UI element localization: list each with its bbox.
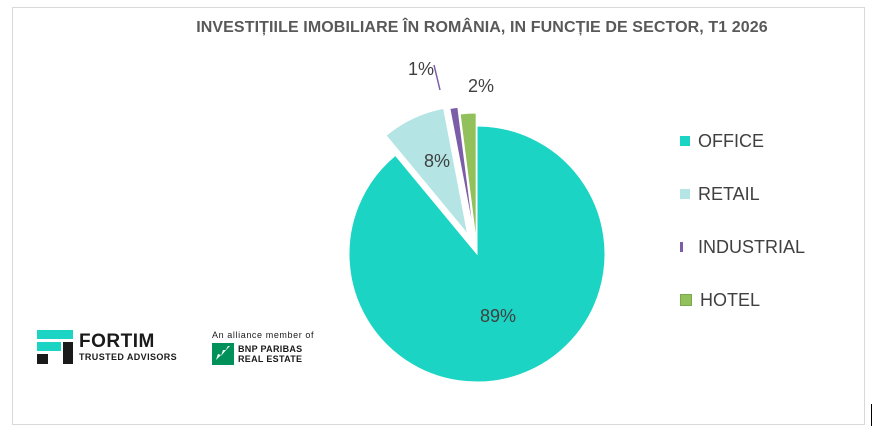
- legend-item-hotel: HOTEL: [680, 287, 805, 313]
- bnp-stars-icon: [212, 343, 234, 365]
- legend-label-hotel: HOTEL: [700, 289, 761, 310]
- chart-legend: OFFICE RETAIL INDUSTRIAL HOTEL: [680, 128, 805, 340]
- bnp-line2: REAL ESTATE: [238, 354, 303, 364]
- data-label-hotel: 2%: [468, 76, 494, 96]
- bnp-paribas-logo: An alliance member of BNP PARIBAS REAL E…: [212, 330, 314, 365]
- legend-swatch-office: [680, 136, 690, 146]
- data-label-retail: 8%: [424, 151, 450, 171]
- legend-label-industrial: INDUSTRIAL: [698, 236, 806, 257]
- legend-label-retail: RETAIL: [698, 183, 760, 204]
- fortim-tagline: TRUSTED ADVISORS: [79, 352, 178, 362]
- pie-slice-hotel: [459, 112, 477, 242]
- pie-slice-retail: [385, 107, 469, 235]
- edge-marker: [871, 404, 872, 426]
- legend-label-office: OFFICE: [698, 130, 764, 151]
- fortim-logo-mark: [37, 330, 73, 364]
- legend-item-office: OFFICE: [680, 128, 805, 154]
- fortim-logo: FORTIM TRUSTED ADVISORS: [37, 330, 177, 364]
- data-label-office: 89%: [480, 306, 516, 326]
- fortim-name: FORTIM: [79, 331, 155, 352]
- legend-item-retail: RETAIL: [680, 181, 805, 207]
- legend-item-industrial: INDUSTRIAL: [680, 234, 805, 260]
- pie-slice-industrial: [449, 106, 475, 235]
- legend-swatch-retail: [680, 189, 690, 199]
- data-label-industrial: 1%: [408, 59, 434, 79]
- pie-slice-office: [348, 125, 606, 383]
- bnp-line1: BNP PARIBAS: [238, 344, 303, 354]
- chart-title: INVESTIȚIILE IMOBILIARE ÎN ROMÂNIA, IN F…: [196, 19, 768, 36]
- legend-swatch-hotel: [680, 294, 692, 306]
- bnp-alliance-text: An alliance member of: [212, 330, 315, 340]
- chart-frame: [12, 7, 865, 425]
- leader-line-industrial: [433, 64, 441, 91]
- legend-swatch-industrial: [680, 242, 683, 252]
